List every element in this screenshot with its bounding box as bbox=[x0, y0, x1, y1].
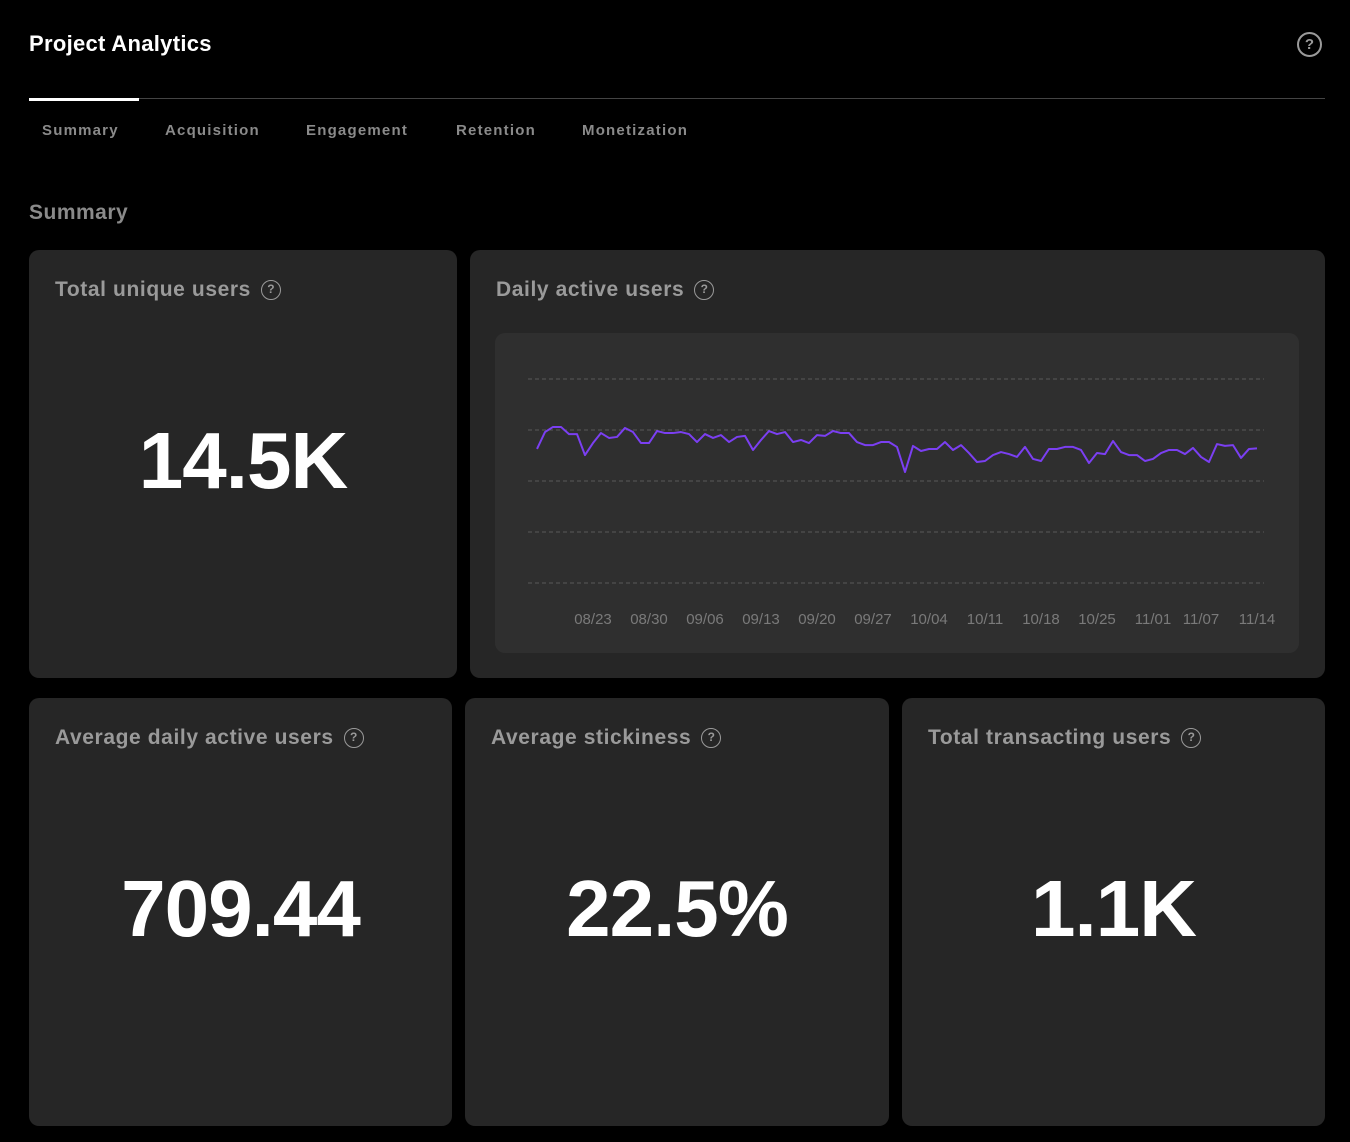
active-tab-indicator bbox=[29, 98, 139, 101]
card-title: Total transacting users bbox=[928, 726, 1172, 749]
card-title: Daily active users bbox=[496, 278, 685, 301]
card-title: Average daily active users bbox=[55, 726, 334, 749]
question-circle-icon[interactable]: ? bbox=[343, 728, 364, 748]
tab-summary[interactable]: Summary bbox=[42, 122, 119, 139]
metric-value: 22.5% bbox=[566, 864, 789, 953]
question-circle-icon[interactable]: ? bbox=[694, 280, 715, 300]
page-title: Project Analytics bbox=[29, 31, 212, 56]
card-title: Total unique users bbox=[55, 278, 251, 301]
card-total-unique-users: Total unique users? 14.5K bbox=[29, 250, 457, 678]
x-tick-label: 09/13 bbox=[742, 611, 780, 628]
tabs-divider bbox=[29, 98, 1325, 99]
x-tick-label: 10/18 bbox=[1022, 611, 1060, 628]
x-tick-label: 11/07 bbox=[1183, 611, 1219, 628]
metric-value: 14.5K bbox=[138, 416, 348, 505]
dau-chart: 08/23 08/30 09/06 09/13 09/20 09/27 10/04 10/11… bbox=[495, 333, 1299, 653]
section-title: Summary bbox=[29, 201, 129, 224]
question-circle-icon[interactable]: ? bbox=[1297, 32, 1322, 57]
question-circle-icon[interactable]: ? bbox=[701, 728, 722, 748]
card-title: Average stickiness bbox=[491, 726, 692, 749]
question-circle-icon[interactable]: ? bbox=[260, 280, 281, 300]
tab-engagement[interactable]: Engagement bbox=[306, 122, 409, 139]
metric-value: 709.44 bbox=[121, 864, 361, 953]
x-tick-label: 08/30 bbox=[630, 611, 668, 628]
tab-retention[interactable]: Retention bbox=[456, 122, 536, 139]
card-daily-active-users: Daily active users? 08/23 08/30 09/06 09/13… bbox=[470, 250, 1325, 678]
card-average-dau: Average daily active users? 709.44 bbox=[29, 698, 452, 1126]
card-total-transacting-users: Total transacting users? 1.1K bbox=[902, 698, 1325, 1126]
x-tick-label: 11/14 bbox=[1239, 611, 1275, 628]
dau-chart-svg: 08/23 08/30 09/06 09/13 09/20 09/27 10/04 10/11… bbox=[528, 378, 1275, 628]
x-tick-label: 10/04 bbox=[910, 611, 948, 628]
question-circle-icon[interactable]: ? bbox=[1181, 728, 1202, 748]
tab-acquisition[interactable]: Acquisition bbox=[165, 122, 260, 139]
tab-monetization[interactable]: Monetization bbox=[582, 122, 689, 139]
card-average-stickiness: Average stickiness? 22.5% bbox=[465, 698, 889, 1126]
dau-series-line bbox=[536, 425, 1258, 474]
x-tick-label: 09/06 bbox=[686, 611, 724, 628]
metric-value: 1.1K bbox=[1031, 864, 1197, 953]
x-tick-label: 10/25 bbox=[1078, 611, 1116, 628]
x-tick-label: 09/20 bbox=[798, 611, 836, 628]
x-tick-label: 10/11 bbox=[967, 611, 1003, 628]
x-tick-label: 09/27 bbox=[854, 611, 892, 628]
x-tick-label: 11/01 bbox=[1135, 611, 1171, 628]
x-tick-label: 08/23 bbox=[574, 611, 612, 628]
